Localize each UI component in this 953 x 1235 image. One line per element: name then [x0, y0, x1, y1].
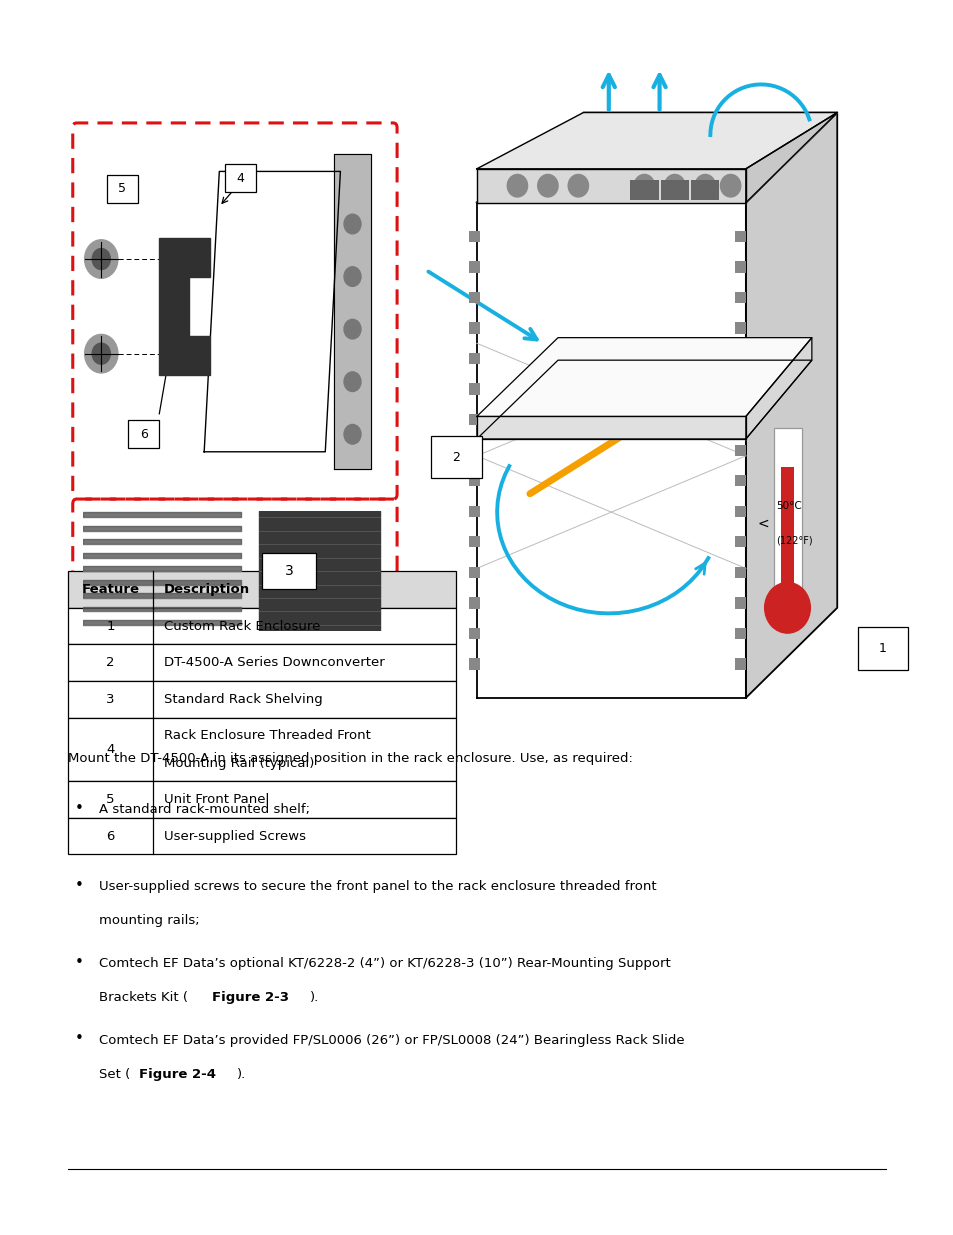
Text: •: •	[75, 878, 84, 893]
Text: •: •	[75, 955, 84, 969]
Text: Brackets Kit (: Brackets Kit (	[99, 992, 188, 1004]
Text: 3: 3	[106, 693, 114, 706]
Text: •: •	[75, 800, 84, 815]
Bar	[68, 680, 456, 718]
Text: Comtech EF Data’s optional KT/6228-2 (4”) or KT/6228-3 (10”) Rear-Mounting Suppo: Comtech EF Data’s optional KT/6228-2 (4”…	[99, 957, 670, 969]
Text: Comtech EF Data’s provided FP/SL0006 (26”) or FP/SL0008 (24”) Bearingless Rack S: Comtech EF Data’s provided FP/SL0006 (26…	[99, 1034, 684, 1047]
Text: Figure 2-4: Figure 2-4	[139, 1068, 215, 1081]
Text: 6: 6	[106, 830, 114, 842]
Text: Description: Description	[164, 583, 250, 597]
Text: 5: 5	[106, 793, 114, 806]
Text: User-supplied screws to secure the front panel to the rack enclosure threaded fr: User-supplied screws to secure the front…	[99, 881, 656, 893]
Text: Rack Enclosure Threaded Front: Rack Enclosure Threaded Front	[164, 729, 371, 742]
Text: Feature: Feature	[81, 583, 139, 597]
Text: DT-4500-A Series Downconverter: DT-4500-A Series Downconverter	[164, 656, 384, 669]
Bar	[68, 718, 456, 781]
Text: ).: ).	[236, 1068, 246, 1081]
Bar	[68, 645, 456, 680]
Text: •: •	[75, 1031, 84, 1046]
Text: 1: 1	[106, 620, 114, 632]
Bar	[68, 608, 456, 645]
Bar	[68, 818, 456, 855]
Text: 4: 4	[106, 743, 114, 756]
Text: User-supplied Screws: User-supplied Screws	[164, 830, 306, 842]
Text: 2: 2	[106, 656, 114, 669]
Text: Mount the DT-4500-A in its assigned position in the rack enclosure. Use, as requ: Mount the DT-4500-A in its assigned posi…	[68, 752, 632, 764]
Text: Mounting Rail (typical): Mounting Rail (typical)	[164, 757, 314, 771]
Text: Unit Front Panel: Unit Front Panel	[164, 793, 269, 806]
Text: Set (: Set (	[99, 1068, 131, 1081]
Text: Custom Rack Enclosure: Custom Rack Enclosure	[164, 620, 320, 632]
Text: ).: ).	[310, 992, 319, 1004]
Bar	[68, 781, 456, 818]
Text: mounting rails;: mounting rails;	[99, 914, 199, 927]
Text: Standard Rack Shelving: Standard Rack Shelving	[164, 693, 322, 706]
Text: A standard rack-mounted shelf;: A standard rack-mounted shelf;	[99, 803, 310, 816]
Bar	[68, 571, 456, 608]
Text: Figure 2-3: Figure 2-3	[212, 992, 289, 1004]
